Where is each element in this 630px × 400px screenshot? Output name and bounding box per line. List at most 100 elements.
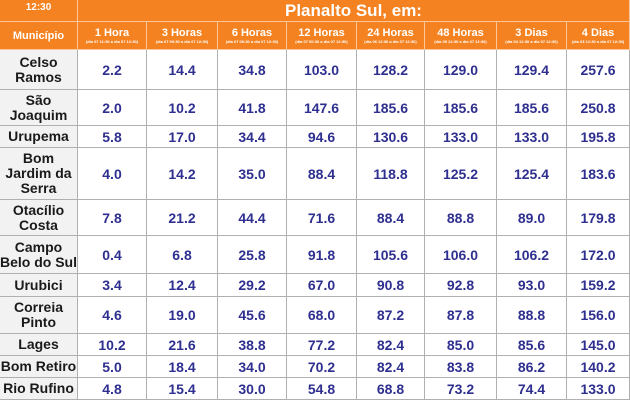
title: Planalto Sul, em: bbox=[78, 0, 630, 22]
municipality: Correia Pinto bbox=[0, 297, 78, 334]
value-cell: 82.4 bbox=[357, 356, 425, 378]
value-cell: 179.8 bbox=[567, 200, 630, 236]
municipality: Bom Jardim da Serra bbox=[0, 148, 78, 200]
column-label: 12 Horas bbox=[298, 27, 345, 39]
column-label: 4 Dias bbox=[581, 27, 615, 39]
column-label: 3 Horas bbox=[161, 27, 203, 39]
column-period: (dia 07 09:30 a dia 07 12:30) bbox=[155, 39, 209, 44]
value-cell: 21.6 bbox=[147, 334, 218, 356]
value-cell: 172.0 bbox=[567, 236, 630, 274]
value-cell: 82.4 bbox=[357, 334, 425, 356]
column-header: 12 Horas (dia 07 00:30 a dia 07 12:30) bbox=[287, 22, 357, 50]
value-cell: 67.0 bbox=[287, 274, 357, 297]
value-cell: 129.0 bbox=[425, 50, 497, 90]
column-period: (dia 04 12:30 a dia 07 12:30) bbox=[505, 39, 558, 44]
value-cell: 92.8 bbox=[425, 274, 497, 297]
value-cell: 133.0 bbox=[567, 378, 630, 400]
value-cell: 4.6 bbox=[78, 297, 147, 334]
value-cell: 68.0 bbox=[287, 297, 357, 334]
value-cell: 34.8 bbox=[218, 50, 287, 90]
value-cell: 85.0 bbox=[425, 334, 497, 356]
column-header: 24 Horas (dia 06 12:30 a dia 07 12:30) bbox=[357, 22, 425, 50]
value-cell: 185.6 bbox=[497, 90, 567, 126]
value-cell: 133.0 bbox=[497, 126, 567, 148]
municipality: Celso Ramos bbox=[0, 50, 78, 90]
value-cell: 140.2 bbox=[567, 356, 630, 378]
value-cell: 12.4 bbox=[147, 274, 218, 297]
value-cell: 7.8 bbox=[78, 200, 147, 236]
time: 12:30 bbox=[0, 0, 78, 22]
value-cell: 70.2 bbox=[287, 356, 357, 378]
value-cell: 145.0 bbox=[567, 334, 630, 356]
value-cell: 105.6 bbox=[357, 236, 425, 274]
column-period: (dia 07 00:30 a dia 07 12:30) bbox=[295, 39, 348, 44]
value-cell: 250.8 bbox=[567, 90, 630, 126]
value-cell: 257.6 bbox=[567, 50, 630, 90]
value-cell: 94.6 bbox=[287, 126, 357, 148]
value-cell: 30.0 bbox=[218, 378, 287, 400]
column-label: 48 Horas bbox=[437, 27, 484, 39]
column-label: 3 Dias bbox=[515, 27, 548, 39]
value-cell: 25.8 bbox=[218, 236, 287, 274]
value-cell: 129.4 bbox=[497, 50, 567, 90]
value-cell: 106.0 bbox=[425, 236, 497, 274]
municipality: Campo Belo do Sul bbox=[0, 236, 78, 274]
municipality: Rio Rufino bbox=[0, 378, 78, 400]
value-cell: 3.4 bbox=[78, 274, 147, 297]
value-cell: 44.4 bbox=[218, 200, 287, 236]
value-cell: 29.2 bbox=[218, 274, 287, 297]
value-cell: 86.2 bbox=[497, 356, 567, 378]
value-cell: 15.4 bbox=[147, 378, 218, 400]
value-cell: 21.2 bbox=[147, 200, 218, 236]
value-cell: 118.8 bbox=[357, 148, 425, 200]
value-cell: 125.2 bbox=[425, 148, 497, 200]
value-cell: 10.2 bbox=[78, 334, 147, 356]
value-cell: 147.6 bbox=[287, 90, 357, 126]
value-cell: 19.0 bbox=[147, 297, 218, 334]
value-cell: 128.2 bbox=[357, 50, 425, 90]
value-cell: 89.0 bbox=[497, 200, 567, 236]
column-period: (dia 07 06:30 a dia 07 12:30) bbox=[225, 39, 279, 44]
value-cell: 5.8 bbox=[78, 126, 147, 148]
value-cell: 38.8 bbox=[218, 334, 287, 356]
value-cell: 93.0 bbox=[497, 274, 567, 297]
value-cell: 77.2 bbox=[287, 334, 357, 356]
column-period: (dia 07 11:30 a dia 07 12:30) bbox=[85, 39, 139, 44]
municipality: Lages bbox=[0, 334, 78, 356]
column-header: 3 Dias (dia 04 12:30 a dia 07 12:30) bbox=[497, 22, 567, 50]
municipality: Otacílio Costa bbox=[0, 200, 78, 236]
value-cell: 83.8 bbox=[425, 356, 497, 378]
value-cell: 35.0 bbox=[218, 148, 287, 200]
value-cell: 71.6 bbox=[287, 200, 357, 236]
column-header: Município bbox=[0, 22, 78, 50]
value-cell: 133.0 bbox=[425, 126, 497, 148]
column-label: 1 Hora bbox=[94, 27, 130, 39]
value-cell: 91.8 bbox=[287, 236, 357, 274]
value-cell: 87.8 bbox=[425, 297, 497, 334]
value-cell: 45.6 bbox=[218, 297, 287, 334]
value-cell: 34.0 bbox=[218, 356, 287, 378]
value-cell: 73.2 bbox=[425, 378, 497, 400]
column-header: 4 Dias (dia 03 12:30 a dia 07 12:30) bbox=[567, 22, 630, 50]
column-period: (dia 03 12:30 a dia 07 12:30) bbox=[571, 39, 625, 44]
value-cell: 88.8 bbox=[425, 200, 497, 236]
value-cell: 14.2 bbox=[147, 148, 218, 200]
column-period: (dia 05 12:30 a dia 07 12:30) bbox=[434, 39, 487, 44]
value-cell: 87.2 bbox=[357, 297, 425, 334]
value-cell: 88.4 bbox=[287, 148, 357, 200]
value-cell: 4.0 bbox=[78, 148, 147, 200]
value-cell: 130.6 bbox=[357, 126, 425, 148]
value-cell: 5.0 bbox=[78, 356, 147, 378]
value-cell: 54.8 bbox=[287, 378, 357, 400]
value-cell: 185.6 bbox=[357, 90, 425, 126]
value-cell: 41.8 bbox=[218, 90, 287, 126]
municipality: Urupema bbox=[0, 126, 78, 148]
value-cell: 156.0 bbox=[567, 297, 630, 334]
value-cell: 106.2 bbox=[497, 236, 567, 274]
value-cell: 34.4 bbox=[218, 126, 287, 148]
value-cell: 18.4 bbox=[147, 356, 218, 378]
value-cell: 17.0 bbox=[147, 126, 218, 148]
value-cell: 159.2 bbox=[567, 274, 630, 297]
column-label: 24 Horas bbox=[367, 27, 414, 39]
